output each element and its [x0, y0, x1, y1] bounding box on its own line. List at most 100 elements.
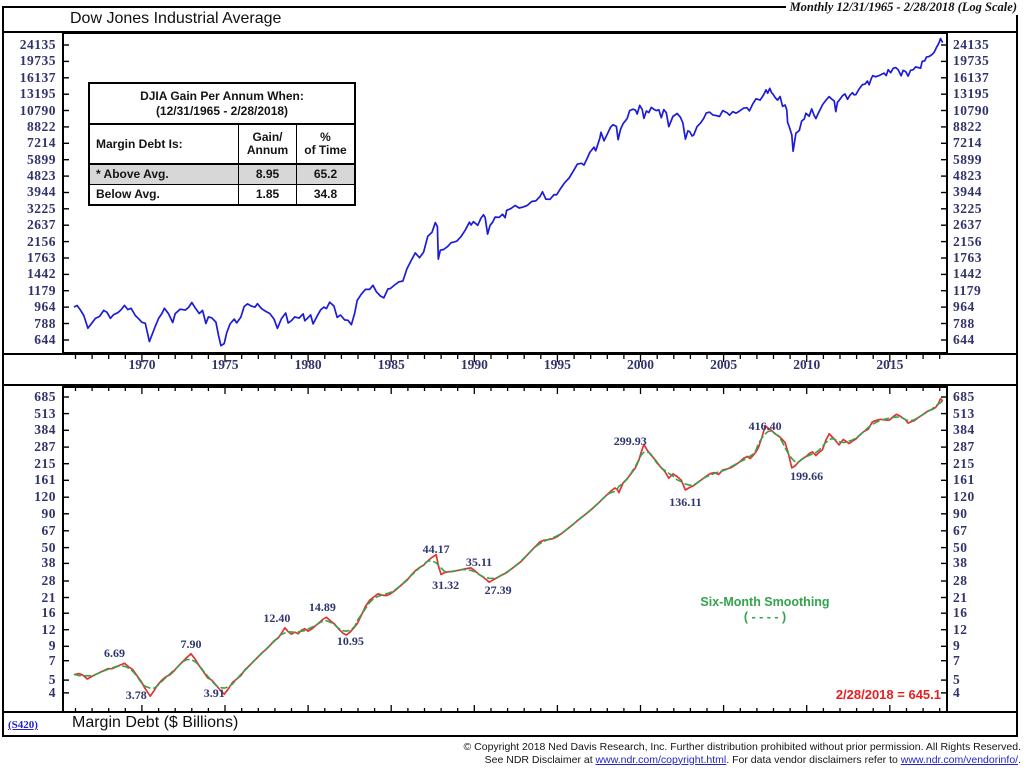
bottom-axis-title: Margin Debt ($ Billions) — [72, 714, 239, 731]
y-axis-label-right: 5899 — [953, 151, 982, 167]
y-axis-label-right: 7214 — [953, 135, 982, 151]
gain-value: 8.95 — [238, 165, 296, 184]
y-axis-label-right: 3944 — [953, 184, 982, 200]
col-header-pct: % of Time — [296, 125, 354, 163]
copyright-line1: © Copyright 2018 Ned Davis Research, Inc… — [463, 741, 1022, 753]
x-axis-year-label: 2015 — [876, 357, 904, 372]
y-axis-label-left: 16 — [41, 605, 56, 621]
peak-trough-annotation: 27.39 — [484, 583, 512, 598]
row-label: Below Avg. — [96, 187, 160, 201]
djia-chart — [62, 32, 948, 354]
peak-trough-annotation: 3.78 — [125, 688, 147, 703]
peak-trough-annotation: 299.93 — [613, 433, 647, 448]
x-axis-year-label: 1995 — [543, 357, 571, 372]
y-axis-label-left: 8822 — [27, 118, 56, 134]
y-axis-label-left: 964 — [34, 299, 56, 315]
peak-trough-annotation: 10.95 — [336, 633, 364, 648]
inset-table-title-line2: (12/31/1965 - 2/28/2018) — [155, 104, 289, 118]
y-axis-label-left: 384 — [34, 422, 56, 438]
peak-trough-annotation: 3.91 — [203, 686, 225, 701]
y-axis-label-left: 24135 — [19, 37, 56, 52]
y-axis-label-left: 67 — [41, 522, 56, 538]
y-axis-label-left: 5 — [48, 672, 56, 688]
y-axis-label-right: 964 — [953, 299, 975, 315]
peak-trough-annotation: 136.11 — [669, 494, 702, 509]
margin-debt-line — [73, 397, 944, 698]
col-header-gain: Gain/Annum — [238, 125, 296, 163]
inset-stats-table: DJIA Gain Per Annum When: (12/31/1965 - … — [88, 82, 356, 206]
y-axis-label-right: 513 — [953, 405, 975, 421]
y-axis-label-right: 4823 — [953, 168, 982, 184]
y-axis-label-left: 4 — [48, 684, 56, 700]
y-axis-label-left: 120 — [34, 489, 56, 505]
y-axis-label-right: 12 — [953, 621, 968, 637]
y-axis-label-left: 1179 — [27, 282, 56, 298]
y-axis-label-right: 120 — [953, 489, 975, 505]
y-axis-label-right: 10790 — [953, 102, 990, 118]
peak-trough-annotation: 14.89 — [308, 600, 336, 615]
x-axis-year-label: 2005 — [710, 357, 738, 372]
y-axis-label-left: 4823 — [27, 168, 56, 184]
x-axis-year-label: 1970 — [128, 357, 156, 372]
inset-table-title: DJIA Gain Per Annum When: (12/31/1965 - … — [90, 84, 354, 125]
y-axis-label-right: 788 — [953, 315, 975, 331]
peak-trough-annotation: 12.40 — [263, 610, 291, 625]
y-axis-label-right: 215 — [953, 455, 975, 471]
y-axis-label-right: 16 — [953, 605, 968, 621]
y-axis-label-right: 8822 — [953, 118, 982, 134]
vendorinfo-link[interactable]: www.ndr.com/vendorinfo/ — [900, 753, 1019, 766]
y-axis-label-right: 5 — [953, 672, 961, 688]
peak-trough-annotation: 44.17 — [422, 541, 450, 556]
peak-trough-annotation: 416.40 — [748, 418, 782, 433]
y-axis-label-right: 1442 — [953, 266, 982, 282]
copyright-link[interactable]: www.ndr.com/copyright.html — [595, 753, 727, 766]
y-axis-label-right: 7 — [953, 652, 961, 668]
y-axis-label-right: 21 — [953, 589, 968, 605]
y-axis-label-left: 513 — [34, 405, 56, 421]
copyright-line2: See NDR Disclaimer at www.ndr.com/copyri… — [484, 753, 1021, 766]
y-axis-label-right: 1763 — [953, 249, 982, 265]
inset-table-header-row: Margin Debt Is: Gain/Annum % of Time — [90, 125, 354, 165]
y-axis-label-right: 3225 — [953, 200, 982, 216]
y-axis-label-left: 13195 — [19, 86, 56, 102]
y-axis-label-left: 1763 — [27, 249, 56, 265]
y-axis-label-right: 50 — [953, 539, 968, 555]
table-row-above-avg: * Above Avg. 8.95 65.2 — [90, 165, 354, 185]
y-axis-label-left: 685 — [34, 389, 56, 404]
y-axis-label-left: 7214 — [27, 135, 56, 151]
col-header-margin-debt: Margin Debt Is: — [96, 136, 183, 151]
last-value-note: 2/28/2018 = 645.1 — [835, 687, 941, 702]
table-row-below-avg: Below Avg. 1.85 34.8 — [90, 185, 354, 204]
y-axis-label-right: 9 — [953, 638, 961, 654]
y-axis-label-left: 50 — [41, 539, 56, 555]
y-axis-label-left: 287 — [34, 439, 56, 455]
pct-value: 65.2 — [296, 165, 354, 184]
y-axis-label-right: 24135 — [953, 37, 990, 52]
y-axis-label-left: 5899 — [27, 151, 56, 167]
y-axis-label-left: 7 — [48, 652, 56, 668]
y-axis-label-left: 2637 — [27, 217, 56, 233]
x-axis-year-label: 1990 — [460, 357, 488, 372]
x-axis-year-label: 1980 — [294, 357, 322, 372]
y-axis-label-left: 38 — [41, 555, 56, 571]
smoothing-line — [73, 400, 944, 690]
gain-value: 1.85 — [238, 185, 296, 204]
chart-frame — [2, 6, 1018, 737]
peak-trough-annotation: 31.32 — [432, 577, 460, 592]
y-axis-label-left: 788 — [34, 315, 56, 331]
copyright-block: © Copyright 2018 Ned Davis Research, Inc… — [464, 741, 1022, 766]
y-axis-label-right: 28 — [953, 572, 968, 588]
y-axis-label-right: 2156 — [953, 233, 982, 249]
y-axis-label-left: 28 — [41, 572, 56, 588]
y-axis-label-right: 685 — [953, 389, 975, 404]
y-axis-label-left: 10790 — [19, 102, 56, 118]
row-label: * Above Avg. — [96, 167, 169, 181]
smoothing-legend: Six-Month Smoothing ( - - - - ) — [690, 595, 840, 625]
y-axis-label-right: 161 — [953, 472, 975, 488]
x-axis-year-label: 1985 — [377, 357, 405, 372]
series-id-link[interactable]: (S420) — [8, 719, 38, 731]
top-panel-axis-line — [2, 353, 1018, 355]
y-axis-label-left: 161 — [34, 472, 56, 488]
y-axis-label-left: 19735 — [19, 53, 56, 69]
peak-trough-annotation: 199.66 — [790, 468, 824, 483]
